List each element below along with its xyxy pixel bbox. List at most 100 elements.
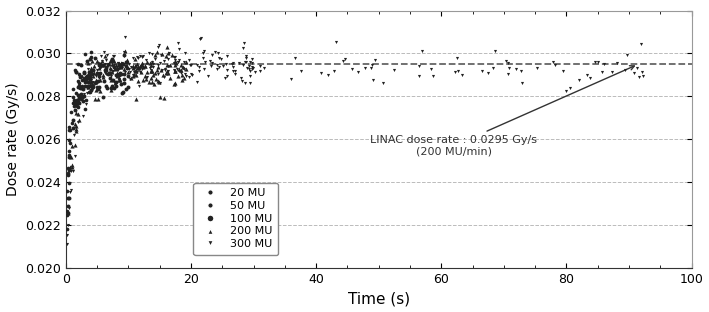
Point — [82, 76, 93, 80]
Point — [125, 76, 136, 81]
Point — [620, 67, 631, 72]
Point — [62, 242, 73, 247]
Point — [67, 169, 79, 174]
Point — [113, 61, 124, 66]
Point — [337, 59, 349, 64]
Point — [130, 63, 141, 68]
Point — [119, 70, 130, 75]
Point — [181, 66, 192, 71]
Point — [73, 83, 84, 88]
Point — [155, 53, 167, 58]
Point — [162, 51, 174, 56]
Point — [90, 87, 101, 92]
Point — [135, 69, 147, 74]
Point — [228, 65, 239, 70]
Point — [150, 77, 162, 82]
Point — [133, 83, 145, 88]
Point — [108, 63, 120, 68]
Point — [167, 52, 178, 57]
Point — [74, 96, 85, 101]
Point — [77, 78, 88, 83]
Point — [71, 90, 82, 95]
Point — [100, 58, 111, 63]
Point — [340, 57, 351, 62]
Point — [68, 125, 79, 130]
Point — [121, 60, 132, 65]
Point — [77, 86, 89, 91]
Point — [119, 49, 130, 54]
Point — [186, 72, 198, 77]
Point — [631, 66, 642, 71]
Point — [502, 61, 513, 66]
Point — [247, 66, 259, 71]
Point — [84, 56, 96, 61]
Point — [157, 52, 168, 57]
Point — [63, 127, 74, 132]
Point — [198, 67, 209, 72]
Point — [116, 71, 127, 76]
Point — [130, 73, 142, 78]
Point — [69, 100, 81, 105]
Point — [93, 74, 104, 79]
Point — [515, 69, 527, 74]
Point — [142, 75, 153, 80]
Point — [347, 66, 358, 71]
Point — [82, 74, 93, 79]
Point — [130, 63, 142, 68]
Point — [176, 63, 187, 68]
Point — [86, 88, 98, 93]
Point — [82, 91, 93, 96]
Point — [239, 81, 250, 86]
Point — [128, 66, 140, 71]
Point — [95, 62, 106, 67]
Point — [129, 72, 140, 77]
Point — [222, 68, 233, 73]
Point — [92, 86, 104, 91]
Point — [574, 78, 585, 83]
Point — [164, 51, 175, 56]
Point — [82, 61, 94, 66]
Point — [143, 51, 155, 56]
Point — [243, 66, 255, 71]
Point — [155, 61, 166, 66]
Point — [169, 68, 181, 73]
Point — [206, 61, 218, 66]
Point — [100, 84, 111, 89]
Point — [63, 195, 74, 200]
Point — [150, 53, 161, 58]
Point — [159, 58, 170, 63]
Point — [64, 205, 75, 210]
Point — [80, 101, 91, 106]
Point — [146, 69, 157, 74]
Point — [150, 71, 161, 76]
Point — [176, 67, 187, 72]
Point — [70, 123, 82, 128]
Point — [73, 83, 84, 88]
Point — [194, 64, 205, 69]
Point — [121, 59, 132, 64]
Point — [164, 62, 176, 67]
Point — [359, 66, 371, 71]
Point — [88, 64, 99, 69]
Point — [128, 66, 139, 71]
Point — [66, 144, 77, 149]
Point — [210, 50, 221, 55]
Point — [94, 66, 106, 71]
Point — [74, 81, 85, 86]
Point — [101, 53, 113, 58]
Y-axis label: Dose rate (Gy/s): Dose rate (Gy/s) — [6, 82, 20, 196]
Point — [106, 70, 118, 75]
Point — [172, 60, 184, 65]
Point — [367, 77, 379, 82]
Point — [100, 66, 111, 71]
Point — [103, 71, 114, 76]
Point — [179, 60, 190, 65]
Point — [173, 60, 184, 65]
Point — [77, 114, 89, 119]
Point — [516, 81, 527, 86]
Point — [592, 59, 603, 64]
Point — [510, 67, 522, 72]
Point — [590, 60, 601, 65]
Point — [67, 163, 78, 168]
Point — [82, 66, 94, 71]
